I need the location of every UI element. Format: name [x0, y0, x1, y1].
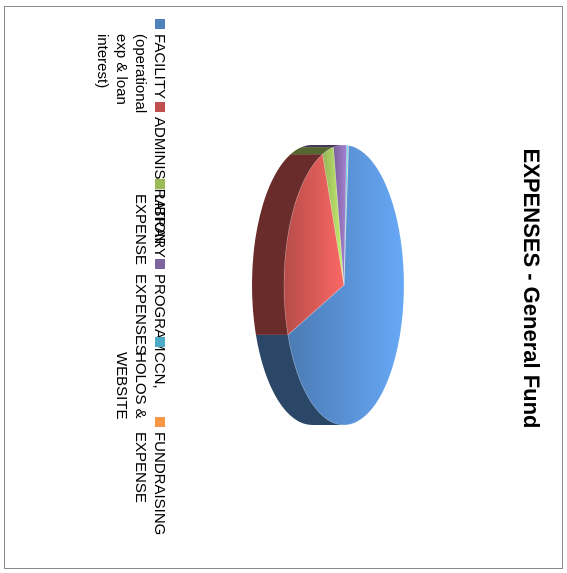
pie-plot-area — [252, 144, 405, 426]
chart-legend: FACILITY (operational exp & loan interes… — [9, 7, 169, 570]
chart-frame: EXPENSES - General Fund FACILITY (operat… — [4, 6, 563, 569]
pie-slice-4 — [343, 144, 349, 286]
chart-rotated-canvas: EXPENSES - General Fund FACILITY (operat… — [5, 7, 564, 570]
legend-swatch-1 — [155, 102, 165, 112]
legend-swatch-4 — [155, 337, 165, 347]
legend-swatch-5 — [155, 417, 165, 427]
legend-swatch-0 — [155, 19, 165, 29]
legend-swatch-3 — [155, 259, 165, 269]
pie-side-0 — [255, 334, 344, 425]
pie-side-1 — [252, 154, 323, 335]
pie-side-2 — [290, 147, 334, 155]
pie-slice-3 — [333, 144, 347, 286]
pie-slice-1 — [283, 153, 345, 336]
pie-side-3 — [301, 145, 344, 148]
pie-slice-2 — [322, 146, 345, 286]
pie-slice-5 — [343, 144, 349, 286]
legend-swatch-2 — [155, 179, 165, 189]
legend-label-5: FUNDRAISING EXPENSE — [132, 432, 168, 536]
pie-slice-0 — [287, 145, 405, 426]
